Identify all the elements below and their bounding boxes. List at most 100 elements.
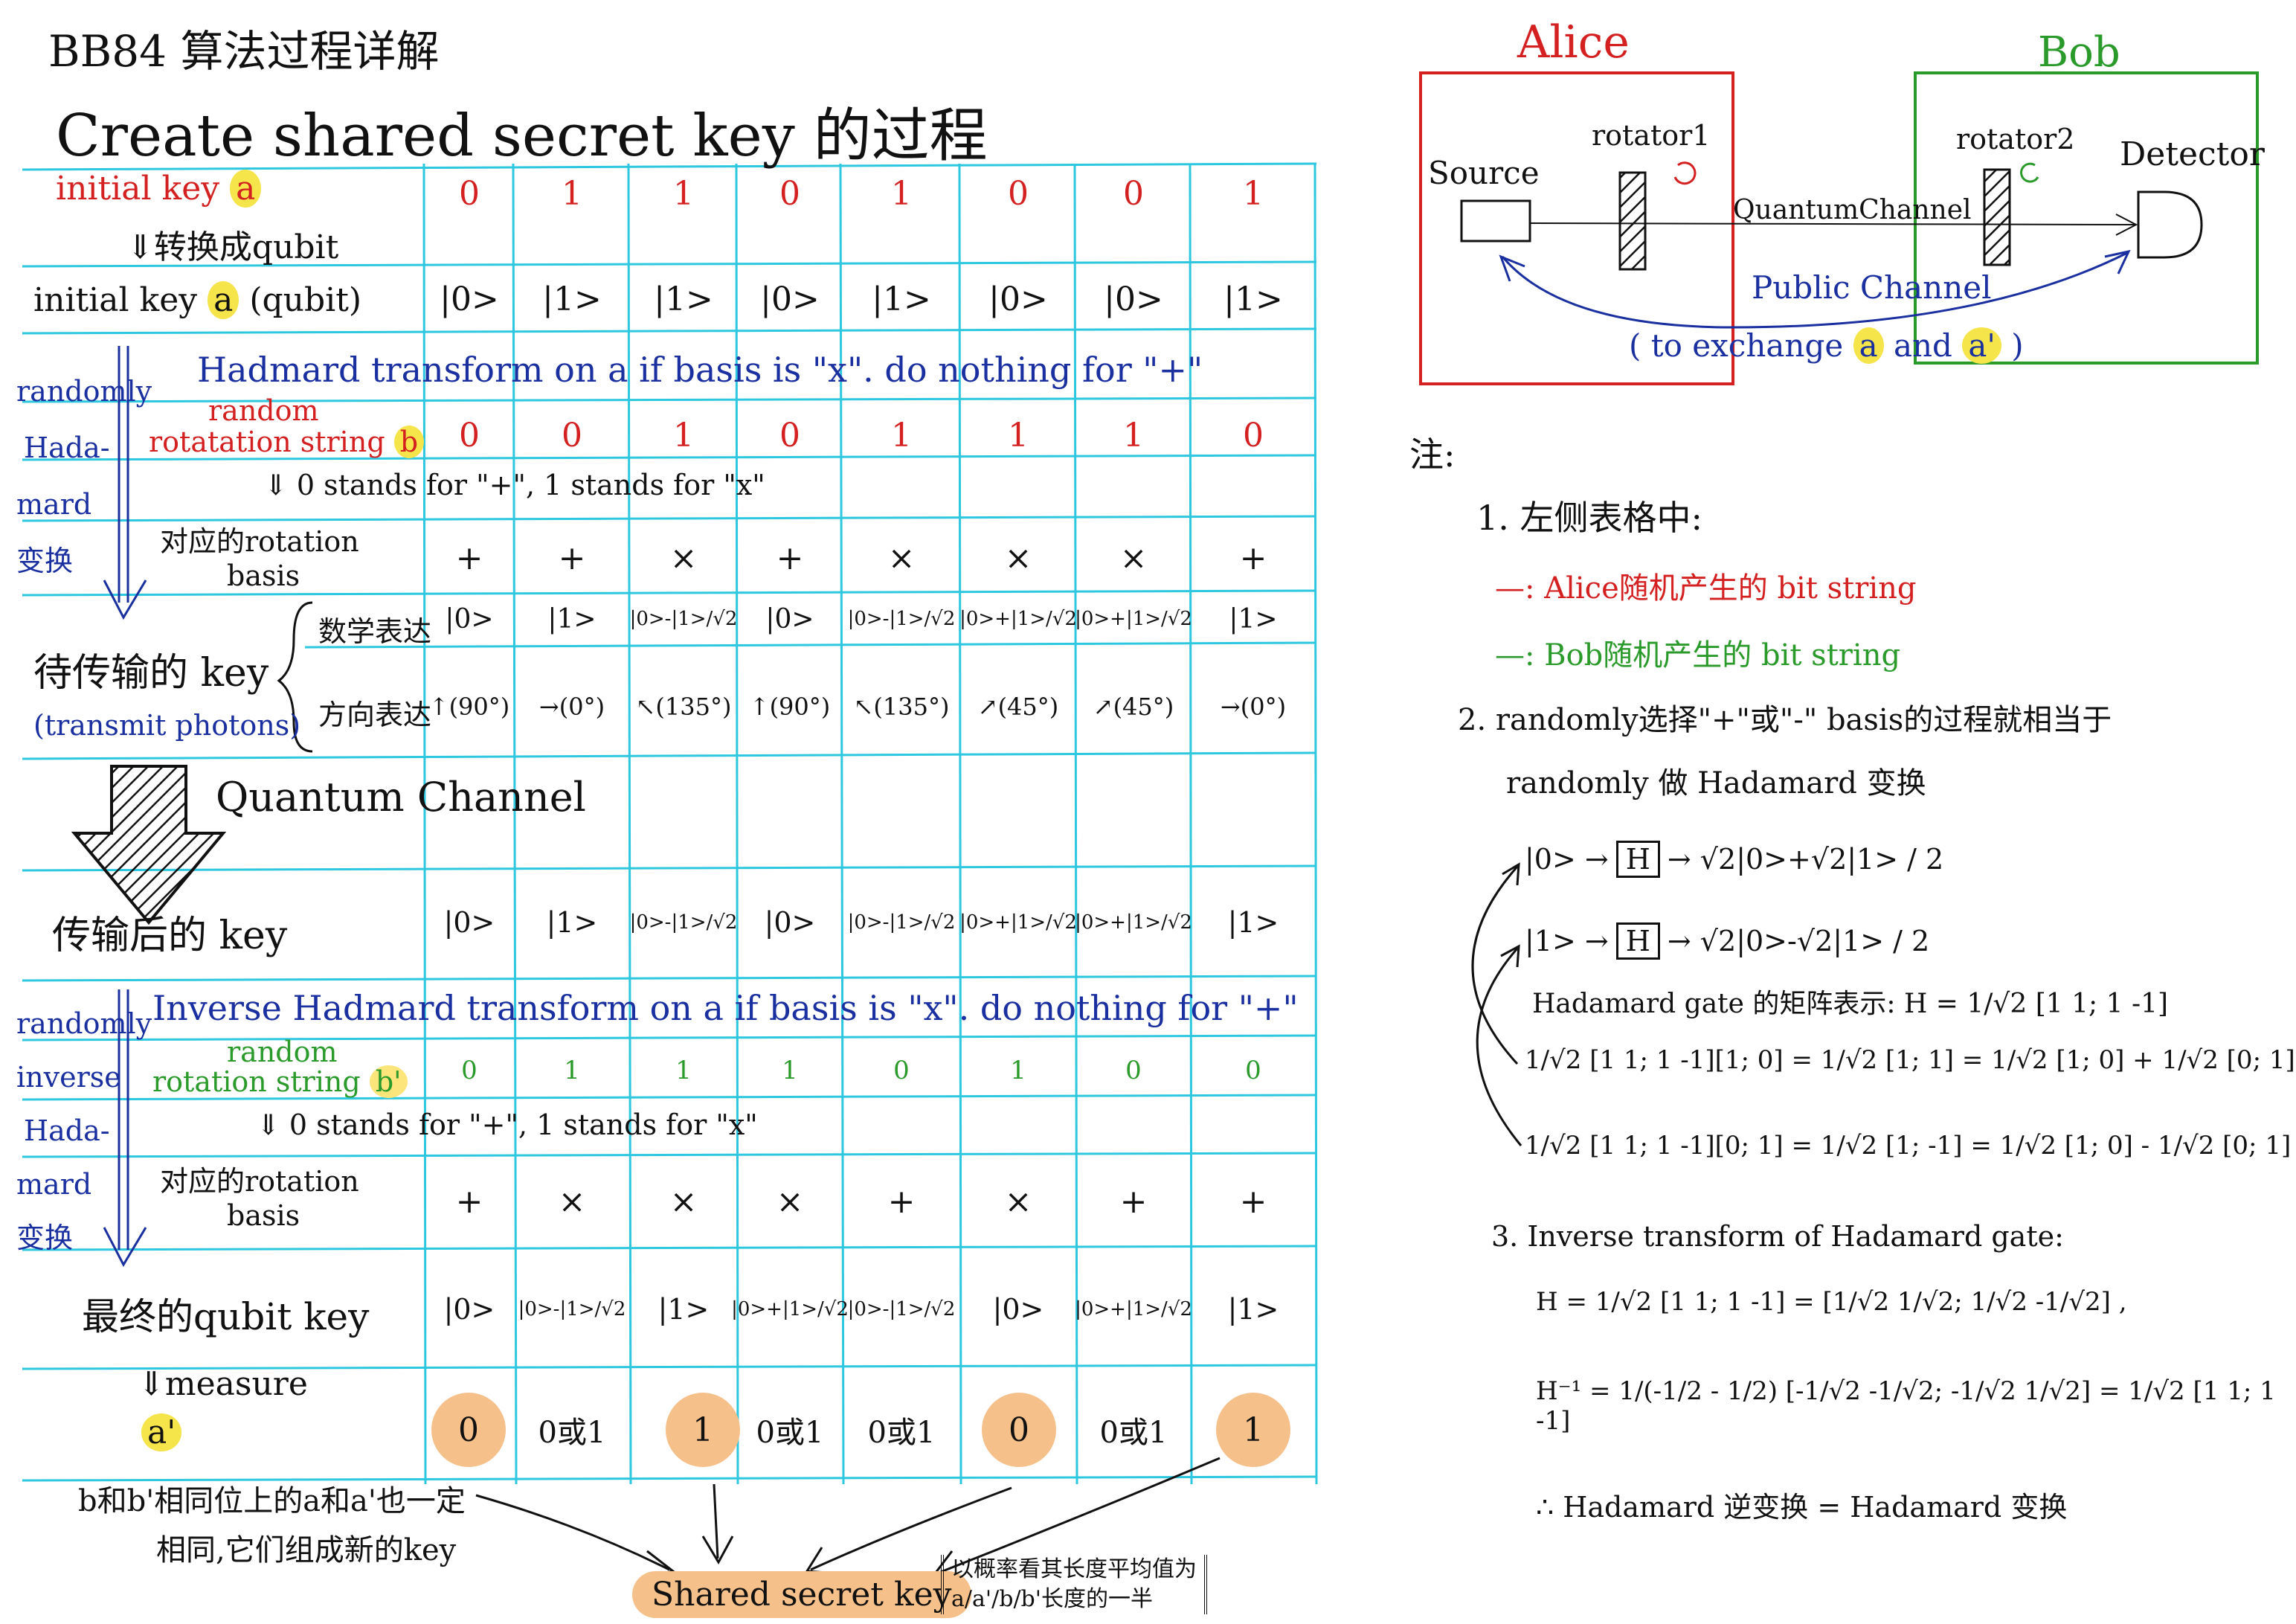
notes-conclusion: ∴ Hadamard 逆变换 = Hadamard 变换 bbox=[1536, 1491, 2068, 1524]
qubit-value: |0> bbox=[988, 280, 1048, 318]
b-value: 1 bbox=[891, 416, 912, 455]
page-subtitle: Create shared secret key 的过程 bbox=[56, 103, 988, 170]
page-title: BB84 算法过程详解 bbox=[48, 26, 440, 77]
equation-2: 1/√2 [1 1; 1 -1][0; 1] = 1/√2 [1; -1] = … bbox=[1525, 1131, 2292, 1161]
bob-label: Bob bbox=[2038, 28, 2120, 77]
hadamard-0: |0> → H → √2|0>+√2|1> / 2 bbox=[1525, 841, 1943, 878]
b-prime-value: 0 bbox=[461, 1056, 477, 1085]
a-prime-value: 0或1 bbox=[756, 1416, 824, 1450]
initial-qubit-label: initial key a (qubit) bbox=[33, 281, 362, 319]
equation-4: H⁻¹ = 1/(-1/2 - 1/2) [-1/√2 -1/√2; -1/√2… bbox=[1536, 1376, 2276, 1436]
b-value: 0 bbox=[779, 416, 800, 455]
direction-value: →(0°) bbox=[538, 693, 605, 721]
direction-value: ↗(45°) bbox=[977, 693, 1059, 721]
note-1-red: —: Alice随机产生的 bit string bbox=[1495, 571, 1917, 606]
basis-value: × bbox=[669, 539, 698, 577]
b-value: 1 bbox=[1123, 416, 1144, 455]
a-prime-label: a' bbox=[141, 1413, 182, 1451]
conclusion-text: b和b'相同位上的a和a'也一定 相同,它们组成新的key bbox=[78, 1484, 466, 1567]
note-3: 3. Inverse transform of Hadamard gate: bbox=[1491, 1220, 2064, 1253]
quantum-channel-label: Quantum Channel bbox=[216, 774, 586, 821]
note-1: 1. 左侧表格中: bbox=[1476, 498, 1703, 538]
basis-prime-value: + bbox=[1119, 1182, 1148, 1221]
basis-value: + bbox=[455, 539, 483, 577]
a-prime-value: 0或1 bbox=[867, 1416, 936, 1450]
basis-prime-value: × bbox=[776, 1182, 804, 1221]
stands-note: ⇓ 0 stands for "+", 1 stands for "x" bbox=[264, 469, 765, 501]
after-value: |0>+|1>/√2 bbox=[959, 911, 1077, 934]
detector-label: Detector bbox=[2120, 135, 2265, 173]
shared-key-note: 以概率看其长度平均值为 a/a'/b/b'长度的一半 bbox=[941, 1555, 1207, 1614]
final-value: |0>-|1>/√2 bbox=[847, 1298, 956, 1320]
basis-value: + bbox=[1239, 539, 1267, 577]
basis-value: + bbox=[558, 539, 586, 577]
final-value: |1> bbox=[1227, 1293, 1279, 1326]
initial-key-label: initial key a bbox=[56, 170, 262, 208]
b-label-top: random bbox=[208, 394, 319, 427]
final-value: |0>+|1>/√2 bbox=[1075, 1298, 1192, 1320]
b-prime-value: 1 bbox=[1010, 1056, 1026, 1085]
basis-b-label: 对应的rotation basis bbox=[160, 525, 359, 592]
basis-b-prime-label: 对应的rotation basis bbox=[160, 1165, 359, 1232]
direction-value: →(0°) bbox=[1220, 693, 1287, 721]
rotator2-label: rotator2 bbox=[1956, 123, 2075, 155]
public-channel-label: Public Channel bbox=[1752, 269, 1992, 306]
b-prime-label-top: random bbox=[227, 1036, 338, 1068]
final-value: |0>+|1>/√2 bbox=[731, 1298, 849, 1320]
a-prime-value-highlighted: 1 bbox=[1216, 1393, 1290, 1467]
initial-key-value: 1 bbox=[891, 174, 912, 213]
basis-value: × bbox=[1119, 539, 1148, 577]
shared-key-label: Shared secret key bbox=[632, 1571, 971, 1618]
var-b-highlight: b bbox=[393, 426, 425, 458]
after-value: |0> bbox=[764, 906, 816, 939]
basis-prime-value: × bbox=[1004, 1182, 1032, 1221]
after-value: |0> bbox=[443, 906, 495, 939]
initial-key-value: 1 bbox=[562, 174, 582, 213]
qubit-value: |1> bbox=[1223, 280, 1283, 318]
stands-note-2: ⇓ 0 stands for "+", 1 stands for "x" bbox=[257, 1108, 758, 1141]
h-gate-box: H bbox=[1615, 841, 1660, 878]
final-value: |0> bbox=[443, 1293, 495, 1326]
direction-value: ↑(90°) bbox=[749, 693, 831, 721]
b-value: 1 bbox=[1008, 416, 1029, 455]
basis-prime-value: + bbox=[887, 1182, 916, 1221]
var-b-prime-highlight: b' bbox=[369, 1065, 408, 1098]
a-prime-value-highlighted: 1 bbox=[666, 1393, 740, 1467]
b-value: 0 bbox=[1243, 416, 1264, 455]
qubit-value: |1> bbox=[542, 280, 602, 318]
math-value: |0>+|1>/√2 bbox=[959, 608, 1077, 630]
note-2a: 2. randomly选择"+"或"-" basis的过程就相当于 bbox=[1458, 703, 2112, 737]
initial-key-value: 1 bbox=[1243, 174, 1264, 213]
initial-key-value: 0 bbox=[1123, 174, 1144, 213]
hadamard-title: Hadmard transform on a if basis is "x". … bbox=[197, 350, 1203, 390]
rotator1-label: rotator1 bbox=[1592, 119, 1711, 152]
h-gate-box: H bbox=[1615, 922, 1660, 960]
math-value: |1> bbox=[547, 603, 596, 635]
final-label: 最终的qubit key bbox=[82, 1295, 370, 1338]
a-prime-value-highlighted: 0 bbox=[431, 1393, 506, 1467]
var-a-highlight: a bbox=[230, 170, 262, 208]
after-label: 传输后的 key bbox=[52, 914, 288, 958]
math-value: |0>-|1>/√2 bbox=[629, 608, 738, 630]
after-value: |1> bbox=[546, 906, 598, 939]
initial-key-value: 0 bbox=[1008, 174, 1029, 213]
b-value: 1 bbox=[673, 416, 694, 455]
initial-key-value: 0 bbox=[459, 174, 480, 213]
b-prime-value: 1 bbox=[782, 1056, 798, 1085]
math-value: |0> bbox=[765, 603, 814, 635]
a-prime-value-highlighted: 0 bbox=[982, 1393, 1056, 1467]
notes-heading: 注: bbox=[1409, 434, 1456, 475]
initial-key-value: 0 bbox=[779, 174, 800, 213]
math-value: |1> bbox=[1229, 603, 1278, 635]
basis-prime-value: + bbox=[1239, 1182, 1267, 1221]
a-prime-value: 0或1 bbox=[1099, 1416, 1168, 1450]
qubit-value: |1> bbox=[872, 280, 931, 318]
math-value: |0>-|1>/√2 bbox=[847, 608, 956, 630]
b-prime-value: 0 bbox=[1125, 1056, 1142, 1085]
measure-note: ⇓measure bbox=[138, 1365, 308, 1403]
convert-note: ⇓转换成qubit bbox=[126, 228, 339, 266]
a-prime-value: 0或1 bbox=[538, 1416, 606, 1450]
math-value: |0> bbox=[445, 603, 494, 635]
after-value: |1> bbox=[1227, 906, 1279, 939]
